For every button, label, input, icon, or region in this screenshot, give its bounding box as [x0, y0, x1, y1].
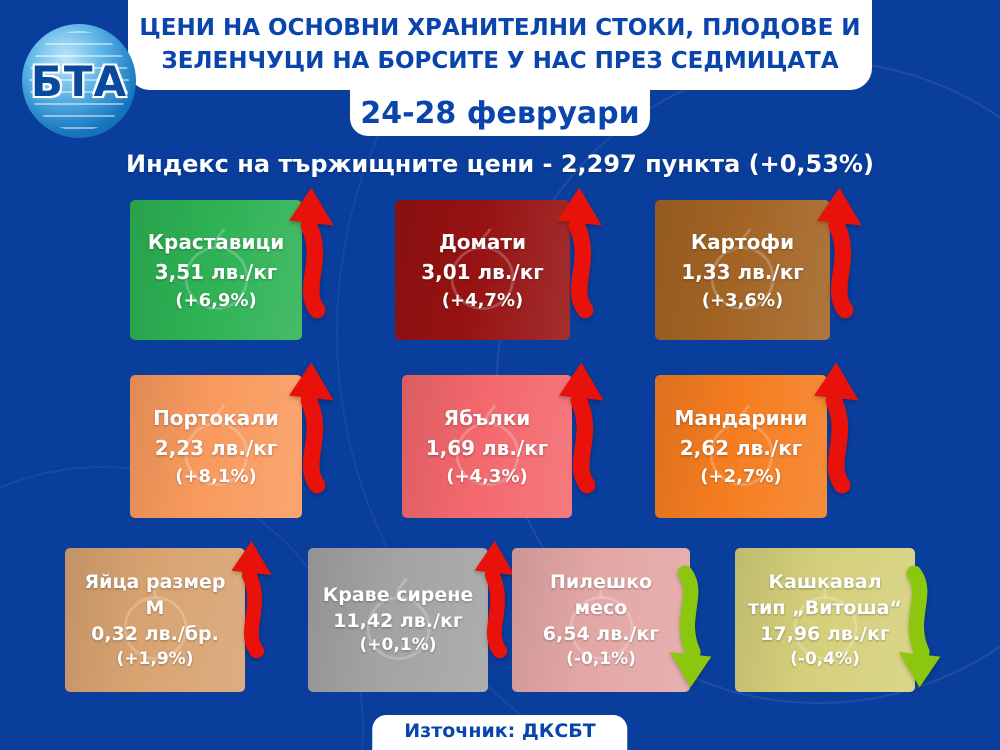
price-up-arrow-icon	[554, 349, 612, 501]
card-text: Портокали 2,23 лв./кг (+8,1%)	[141, 399, 291, 494]
product-change: (+8,1%)	[175, 466, 257, 487]
product-price: 0,32 лв./бр.	[91, 623, 219, 646]
background-swirl	[336, 0, 1000, 750]
product-price: 3,01 лв./кг	[421, 259, 544, 284]
product-price: 2,23 лв./кг	[154, 436, 278, 460]
product-price: 17,96 лв./кг	[760, 623, 890, 646]
globe-lines-icon	[29, 31, 129, 131]
card-text: Картофи 1,33 лв./кг (+3,6%)	[669, 223, 816, 318]
product-name: Домати	[438, 229, 526, 254]
product-change: (+1,9%)	[116, 648, 194, 669]
price-card-cucumbers: Краставици 3,51 лв./кг (+6,9%)	[130, 187, 334, 340]
chicken-ghost-icon	[512, 548, 690, 692]
price-card-eggs: Яйца размер М 0,32 лв./бр. (+1,9%)	[65, 540, 272, 692]
title-line-2: ЗЕЛЕНЧУЦИ НА БОРСИТЕ У НАС ПРЕЗ СЕДМИЦАТ…	[161, 48, 839, 74]
cheese-ghost-icon	[308, 548, 488, 692]
cucumber-ghost-icon	[130, 200, 302, 340]
eggs-ghost-icon	[65, 548, 245, 692]
kashkaval-ghost-icon	[735, 548, 915, 692]
date-range: 24-28 февруари	[360, 95, 640, 131]
product-name: Мандарини	[674, 406, 808, 430]
product-change: (+6,9%)	[175, 289, 257, 311]
product-name: Пилешко месо	[549, 570, 653, 620]
apple-ghost-icon	[402, 375, 572, 518]
price-card-tomatoes: Домати 3,01 лв./кг (+4,7%)	[395, 187, 602, 340]
tomato-ghost-icon	[395, 200, 570, 340]
product-change: (+2,7%)	[700, 466, 782, 487]
product-change: (-0,1%)	[566, 648, 636, 669]
product-price: 2,62 лв./кг	[679, 436, 803, 460]
product-change: (-0,4%)	[790, 648, 860, 669]
card-text: Кашкавал тип „Витоша“ 17,96 лв./кг (-0,4…	[735, 565, 915, 675]
mandarin-ghost-icon	[655, 375, 827, 518]
market-index-line: Индекс на тържищните цени - 2,297 пункта…	[126, 150, 874, 178]
card-text: Краставици 3,51 лв./кг (+6,9%)	[136, 223, 297, 318]
product-price: 3,51 лв./кг	[154, 259, 278, 284]
price-down-arrow-icon	[891, 556, 945, 704]
title-line-1: ЦЕНИ НА ОСНОВНИ ХРАНИТЕЛНИ СТОКИ, ПЛОДОВ…	[139, 14, 861, 41]
product-name: Краве сирене	[322, 584, 474, 607]
price-up-arrow-icon	[284, 174, 342, 326]
product-name: Кашкавал тип „Витоша“	[748, 570, 902, 620]
card-text: Яйца размер М 0,32 лв./бр. (+1,9%)	[65, 565, 245, 675]
product-name: Картофи	[690, 229, 795, 254]
product-price: 6,54 лв./кг	[542, 623, 660, 646]
product-change: (+4,7%)	[441, 289, 524, 311]
bta-logo: БТА	[22, 24, 136, 138]
price-up-arrow-icon	[470, 528, 522, 666]
date-tab: 24-28 февруари	[350, 90, 650, 136]
potato-ghost-icon	[655, 200, 830, 340]
price-down-arrow-icon	[662, 556, 716, 704]
product-price: 11,42 лв./кг	[333, 610, 463, 633]
price-card-potatoes: Картофи 1,33 лв./кг (+3,6%)	[655, 187, 862, 340]
product-price: 1,33 лв./кг	[681, 259, 804, 284]
card-text: Ябълки 1,69 лв./кг (+4,3%)	[414, 399, 561, 494]
price-card-oranges: Портокали 2,23 лв./кг (+8,1%)	[130, 362, 334, 518]
price-card-kashkaval: Кашкавал тип „Витоша“ 17,96 лв./кг (-0,4…	[735, 548, 941, 692]
price-card-apples: Ябълки 1,69 лв./кг (+4,3%)	[402, 362, 604, 518]
card-text: Пилешко месо 6,54 лв./кг (-0,1%)	[512, 565, 690, 675]
orange-ghost-icon	[130, 375, 302, 518]
source-label: Източник: ДКСБТ	[372, 715, 628, 750]
globe-icon	[22, 24, 136, 138]
product-price: 1,69 лв./кг	[425, 436, 549, 460]
card-text: Краве сирене 11,42 лв./кг (+0,1%)	[311, 578, 486, 662]
card-text: Домати 3,01 лв./кг (+4,7%)	[409, 223, 556, 318]
product-change: (+3,6%)	[701, 289, 784, 311]
price-card-cow-cheese: Краве сирене 11,42 лв./кг (+0,1%)	[308, 540, 515, 692]
product-name: Ябълки	[443, 406, 531, 430]
product-name: Портокали	[153, 406, 279, 430]
product-change: (+0,1%)	[359, 635, 437, 656]
price-card-mandarins: Мандарини 2,62 лв./кг (+2,7%)	[655, 362, 859, 518]
card-text: Мандарини 2,62 лв./кг (+2,7%)	[662, 399, 819, 494]
header-banner: ЦЕНИ НА ОСНОВНИ ХРАНИТЕЛНИ СТОКИ, ПЛОДОВ…	[128, 0, 872, 90]
logo-text: БТА	[30, 56, 128, 106]
product-name: Яйца размер М	[84, 570, 226, 620]
product-name: Краставици	[147, 229, 285, 254]
price-up-arrow-icon	[552, 174, 610, 326]
product-change: (+4,3%)	[446, 466, 528, 487]
price-card-chicken: Пилешко месо 6,54 лв./кг (-0,1%)	[512, 548, 712, 692]
price-up-arrow-icon	[809, 349, 867, 501]
price-up-arrow-icon	[284, 349, 342, 501]
price-up-arrow-icon	[227, 528, 279, 666]
price-up-arrow-icon	[812, 174, 870, 326]
